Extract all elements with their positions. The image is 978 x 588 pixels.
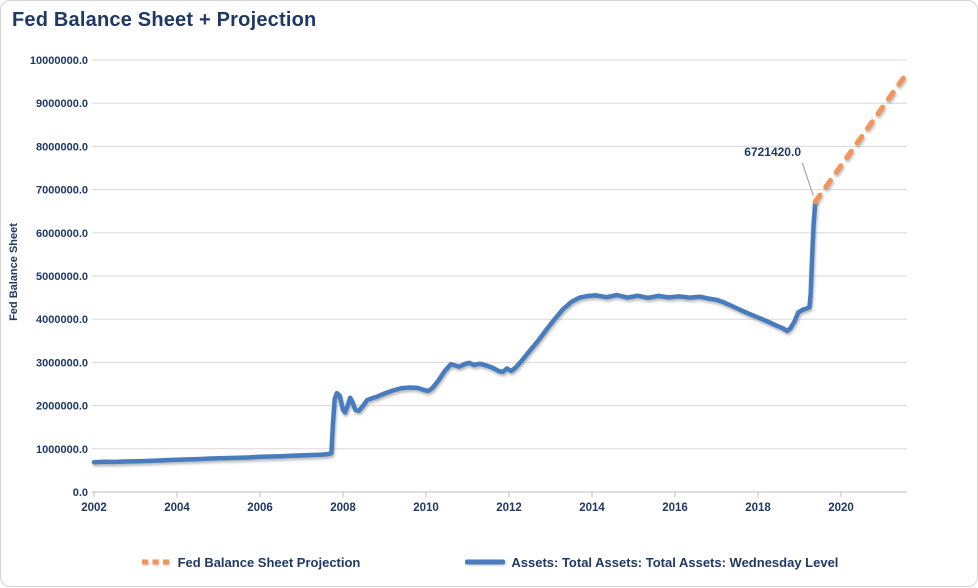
x-tick-label: 2006 (247, 502, 273, 514)
chart-title: Fed Balance Sheet + Projection (12, 9, 317, 31)
y-tick-label: 10000000.0 (30, 55, 88, 67)
legend-item-assets[interactable]: Assets: Total Assets: Total Assets: Wedn… (465, 555, 838, 570)
series-line-projection[interactable] (812, 75, 906, 205)
y-tick-label: 8000000.0 (36, 141, 88, 153)
series-line-assets[interactable] (91, 199, 818, 465)
legend: Fed Balance Sheet Projection Assets: Tot… (1, 547, 977, 577)
x-tick-label: 2014 (579, 502, 605, 514)
y-axis-title: Fed Balance Sheet (8, 223, 20, 321)
legend-label-assets: Assets: Total Assets: Total Assets: Wedn… (511, 554, 839, 570)
annotation-leader-line (801, 162, 814, 196)
legend-item-projection[interactable]: Fed Balance Sheet Projection (140, 554, 361, 570)
x-tick-label: 2012 (496, 502, 522, 514)
x-tick-label: 2004 (164, 502, 190, 514)
y-tick-label: 1000000.0 (36, 444, 88, 456)
y-tick-label: 3000000.0 (36, 357, 88, 369)
x-tick-label: 2008 (330, 502, 356, 514)
data-label-annotation: 6721420.0 (744, 145, 801, 159)
solid-line-swatch (465, 559, 506, 565)
dashed-line-swatch (141, 559, 170, 565)
x-tick-label: 2010 (413, 502, 439, 514)
x-tick-label: 2002 (81, 502, 107, 514)
y-tick-label: 5000000.0 (36, 271, 88, 283)
x-tick-label: 2016 (662, 502, 688, 514)
legend-label-projection: Fed Balance Sheet Projection (177, 554, 361, 570)
y-tick-label: 7000000.0 (36, 185, 88, 197)
x-tick-label: 2018 (745, 502, 771, 514)
y-tick-label: 6000000.0 (36, 228, 88, 240)
x-tick-label: 2020 (828, 502, 854, 514)
y-tick-label: 2000000.0 (36, 401, 88, 413)
y-tick-label: 4000000.0 (36, 314, 88, 326)
y-tick-label: 0.0 (73, 487, 88, 499)
y-tick-label: 9000000.0 (36, 98, 88, 110)
